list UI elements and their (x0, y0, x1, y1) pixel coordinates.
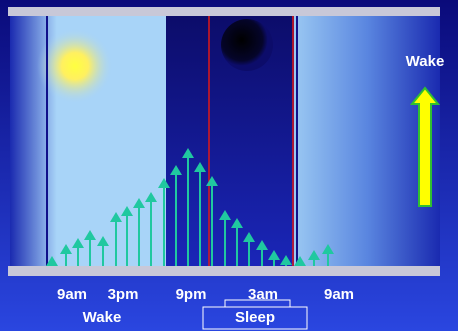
phase-label: Sleep (235, 309, 275, 326)
moon (221, 19, 273, 71)
phase-label: Wake (83, 309, 122, 326)
top-bar (8, 7, 440, 16)
time-label: 9am (324, 286, 354, 303)
sun (37, 28, 113, 104)
slide: 9am 3pm 9pm 3am 9am Wake Sleep Wake (0, 0, 458, 331)
time-label: 3pm (108, 286, 139, 303)
time-label: 9am (57, 286, 87, 303)
bottom-bar (8, 266, 440, 276)
side-label: Wake (406, 53, 445, 70)
time-label: 9pm (176, 286, 207, 303)
